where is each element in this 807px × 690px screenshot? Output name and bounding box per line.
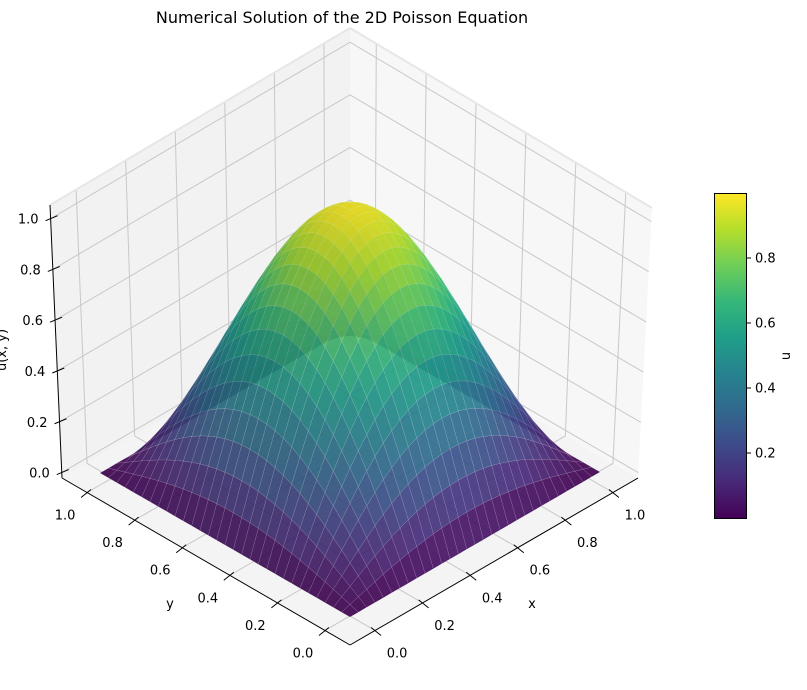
y-axis-label: y — [166, 597, 174, 612]
svg-text:0.2: 0.2 — [755, 447, 776, 462]
svg-text:0.0: 0.0 — [387, 646, 408, 661]
svg-text:0.8: 0.8 — [577, 536, 598, 551]
svg-text:0.6: 0.6 — [755, 317, 776, 332]
svg-text:0.2: 0.2 — [434, 619, 455, 634]
colorbar-label: u — [779, 352, 794, 360]
svg-text:0.8: 0.8 — [102, 536, 123, 551]
colorbar-gradient — [714, 193, 747, 519]
svg-text:1.0: 1.0 — [55, 509, 76, 524]
colorbar: 0.2 0.4 0.6 0.8 u — [714, 193, 794, 519]
svg-text:0.6: 0.6 — [22, 314, 43, 329]
svg-text:0.2: 0.2 — [27, 416, 48, 431]
svg-text:0.4: 0.4 — [482, 591, 503, 606]
svg-text:0.0: 0.0 — [293, 646, 314, 661]
axis-lines — [45, 204, 639, 646]
svg-text:0.0: 0.0 — [29, 467, 50, 482]
colorbar-ticks: 0.2 0.4 0.6 0.8 — [746, 252, 776, 462]
svg-text:0.6: 0.6 — [150, 564, 171, 579]
surface-plot — [99, 201, 601, 618]
svg-text:0.4: 0.4 — [197, 591, 218, 606]
svg-text:1.0: 1.0 — [18, 213, 39, 228]
chart-title: Numerical Solution of the 2D Poisson Equ… — [156, 8, 528, 27]
svg-text:0.8: 0.8 — [20, 263, 41, 278]
svg-text:0.2: 0.2 — [245, 619, 266, 634]
svg-text:0.4: 0.4 — [25, 365, 46, 380]
z-axis-label: u(x, y) — [0, 329, 10, 371]
x-axis-label: x — [528, 597, 536, 612]
svg-text:1.0: 1.0 — [625, 509, 646, 524]
tick-labels: 0.0 0.2 0.4 0.6 0.8 1.0 0.0 0.2 0.4 0.6 0.8 1.0 0.0 0… — [18, 213, 645, 662]
svg-text:0.8: 0.8 — [755, 252, 776, 267]
svg-text:0.6: 0.6 — [529, 564, 550, 579]
svg-text:0.4: 0.4 — [755, 382, 776, 397]
